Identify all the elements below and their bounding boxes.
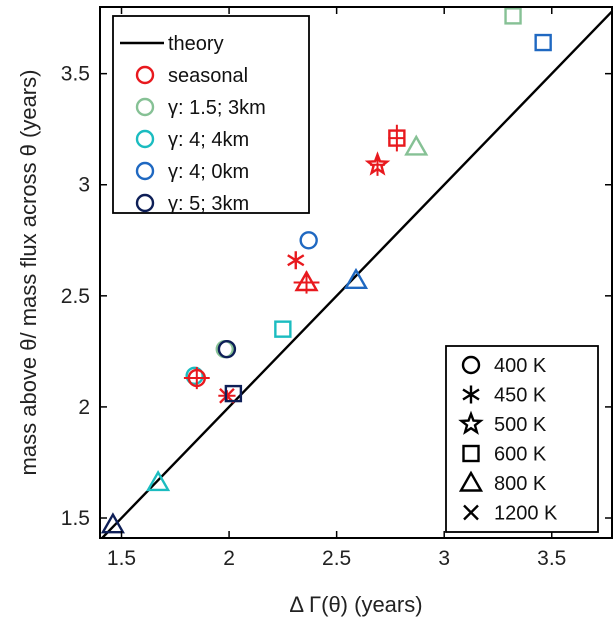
data-point-g15_3-square: [504, 7, 522, 25]
data-point-g15_3-triangle: [404, 134, 429, 156]
data-point-g5_3-triangle: [100, 512, 125, 534]
y-tick-label: 3: [78, 174, 90, 197]
data-point-g4_0-triangle: [343, 267, 369, 289]
data-point-g4_0-square: [534, 33, 552, 52]
legend-marker-g4_0: [135, 161, 155, 181]
legend-label-g5_3: γ: 5; 3km: [168, 193, 249, 215]
legend-label-g4_4: γ: 4; 4km: [168, 129, 249, 151]
legend-markers-box: [445, 345, 599, 533]
legend-label-triangle: 800 K: [494, 473, 547, 495]
legend-marker-circle: [461, 355, 481, 375]
legend-label-seasonal: seasonal: [168, 65, 248, 87]
data-point-g5_3-circle: [217, 339, 237, 359]
x-tick-label: 2.5: [322, 547, 351, 570]
legend-marker-square: [462, 444, 480, 463]
y-tick-label: 1.5: [61, 507, 90, 530]
legend-label-square: 600 K: [494, 444, 547, 466]
legend-label-circle: 400 K: [494, 355, 547, 377]
data-point-g4_4-circle: [185, 366, 204, 386]
x-axis-label: Δ Γ(θ) (years): [289, 592, 422, 617]
plot-frame: [99, 6, 613, 539]
data-point-seasonal-asterisk: [287, 251, 305, 270]
legend-marker-seasonal: [135, 65, 155, 85]
legend-label-g15_3: γ: 1.5; 3km: [168, 97, 266, 119]
y-tick-label: 3.5: [61, 63, 90, 86]
data-point-g4_4-square: [274, 320, 292, 338]
legend-label-asterisk: 450 K: [494, 385, 547, 407]
x-tick-label: 3.5: [537, 547, 566, 570]
legend-marker-g5_3: [135, 193, 155, 213]
y-axis-label: mass above θ/ mass flux across θ (years): [16, 70, 41, 476]
legend-marker-star: [458, 410, 484, 435]
y-tick-label: 2.5: [61, 285, 90, 308]
x-tick-label: 1.5: [107, 547, 136, 570]
legend-marker-triangle: [458, 470, 484, 492]
legend-marker-x: [463, 504, 479, 521]
legend-marker-asterisk: [462, 385, 480, 404]
data-point-g4_4-triangle: [146, 470, 171, 492]
legend-label-x: 1200 K: [494, 503, 558, 525]
legend-label-theory: theory: [168, 33, 224, 55]
y-tick-label: 2: [78, 396, 90, 419]
x-tick-label: 2: [223, 547, 235, 570]
data-point-g5_3-square: [224, 384, 243, 403]
legend-marker-g15_3: [135, 97, 155, 117]
theory-line: [100, 10, 612, 538]
data-point-g4_0-circle: [299, 231, 318, 250]
legend-marker-g4_4: [135, 129, 155, 149]
legend-label-g4_0: γ: 4; 0km: [168, 161, 249, 183]
legend-label-star: 500 K: [494, 414, 547, 436]
x-tick-label: 3: [438, 547, 450, 570]
